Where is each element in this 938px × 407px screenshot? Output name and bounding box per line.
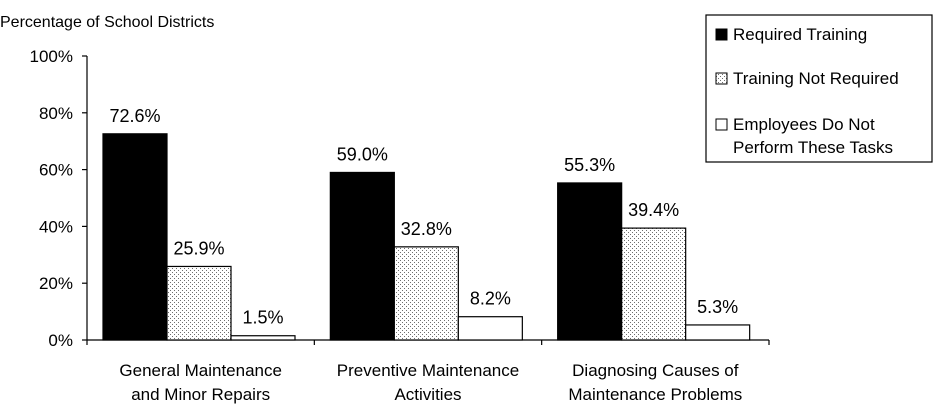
- data-label: 25.9%: [173, 238, 224, 258]
- data-label: 55.3%: [564, 155, 615, 175]
- category-labels: General Maintenance and Minor Repairs Prev…: [119, 361, 742, 404]
- y-tick-label: 0%: [48, 331, 73, 350]
- data-label: 59.0%: [337, 144, 388, 164]
- data-label: 1.5%: [242, 308, 283, 328]
- category-label: Activities: [394, 385, 461, 404]
- data-label: 72.6%: [109, 106, 160, 126]
- y-tick-label: 60%: [39, 161, 73, 180]
- legend-label-employees-line-1: Employees Do Not: [733, 115, 875, 134]
- y-tick-label: 100%: [30, 47, 73, 66]
- legend-swatch-training-not-required: [715, 72, 728, 85]
- data-label: 5.3%: [697, 297, 738, 317]
- category-label: and Minor Repairs: [131, 385, 270, 404]
- y-tick-label: 20%: [39, 274, 73, 293]
- legend-label-required-training: Required Training: [733, 25, 867, 44]
- category-label: Preventive Maintenance: [337, 361, 519, 380]
- data-labels: 72.6% 25.9% 1.5% 59.0% 32.8% 8.2% 55.3% 39.4% 5.…: [109, 106, 738, 328]
- category-label: General Maintenance: [119, 361, 282, 380]
- bar: [621, 227, 687, 341]
- bar: [457, 316, 523, 341]
- x-ticks: [86, 340, 770, 345]
- data-label: 32.8%: [401, 219, 452, 239]
- category-label: Diagnosing Causes of: [572, 361, 739, 380]
- y-ticks: 0% 20% 40% 60% 80% 100%: [30, 47, 87, 350]
- bar: [393, 246, 459, 341]
- data-label: 39.4%: [628, 200, 679, 220]
- y-axis-title: Percentage of School Districts: [0, 14, 214, 31]
- y-tick-label: 80%: [39, 104, 73, 123]
- legend-label-training-not-required: Training Not Required: [733, 69, 899, 88]
- legend-swatch-employees-do-not-perform: [715, 118, 728, 131]
- bar: [557, 182, 623, 341]
- bar: [102, 133, 168, 341]
- legend: Required Training Training Not Required …: [705, 14, 933, 163]
- legend-swatch-required-training: [715, 28, 728, 41]
- bar: [230, 335, 296, 341]
- legend-box: [705, 14, 933, 163]
- data-label: 8.2%: [470, 289, 511, 309]
- bar: [329, 171, 395, 341]
- bar: [166, 265, 232, 341]
- bars: [102, 133, 751, 341]
- y-tick-label: 40%: [39, 217, 73, 236]
- legend-label-employees-line-2: Perform These Tasks: [733, 138, 893, 157]
- category-label: Maintenance Problems: [568, 385, 742, 404]
- bar: [685, 324, 751, 341]
